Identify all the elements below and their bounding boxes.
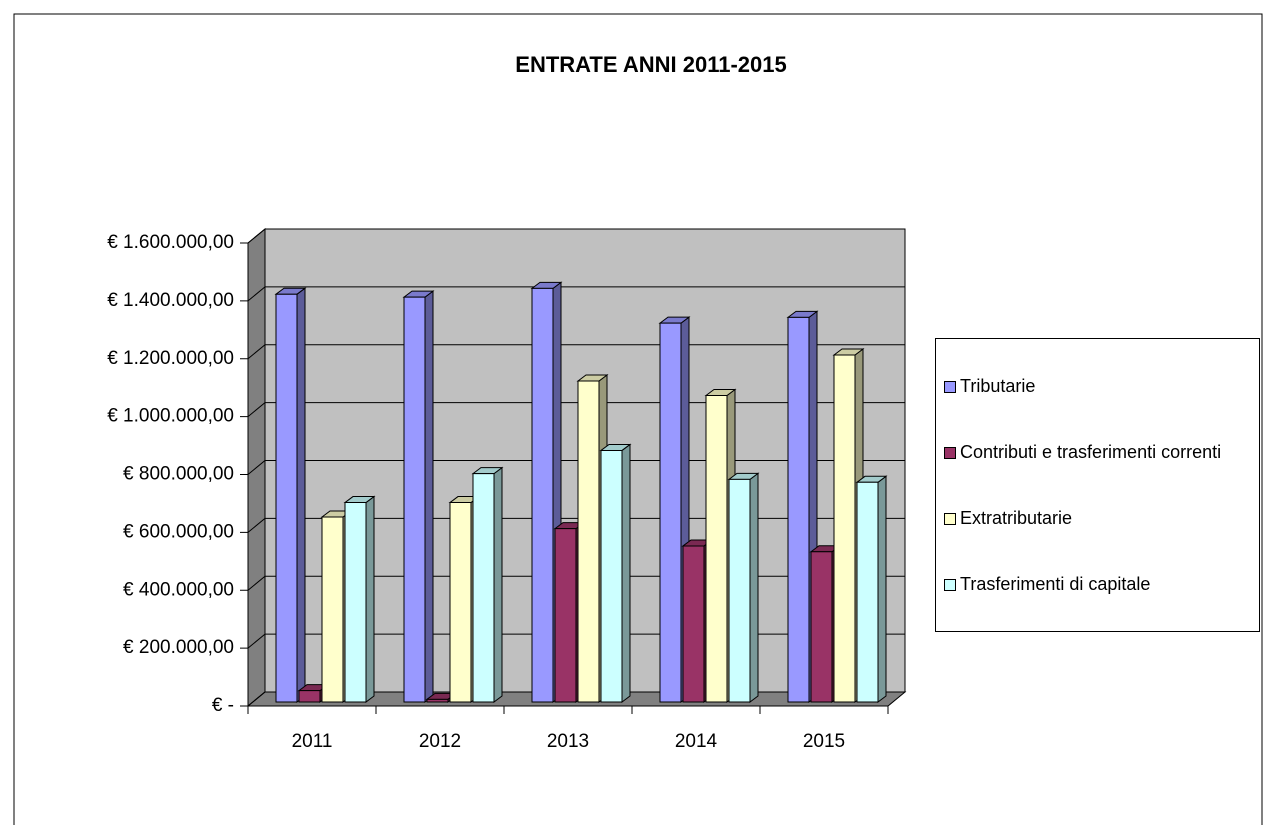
grid-line [247,344,905,360]
legend-label: Trasferimenti di capitale [960,574,1151,594]
legend-swatch [944,381,956,393]
bar [727,472,760,703]
bar-front [577,380,600,703]
legend-item: Tributarie [944,375,1251,397]
legend-item: Trasferimenti di capitale [944,573,1251,595]
bar-front [344,502,367,703]
bar-side [365,495,375,703]
bar-side [749,472,759,703]
bar-front [659,322,682,703]
bar-front [810,551,833,703]
y-tick-label: € 1.000.000,00 [107,406,234,427]
chart-border [13,13,1263,825]
legend-swatch [944,447,956,459]
legend-swatch [944,579,956,591]
grid-line [247,228,905,244]
y-tick-label: € 1.200.000,00 [107,348,234,369]
grid-line [247,460,905,475]
grid-line [247,517,905,533]
bar-front [321,516,344,703]
legend-label: Extratributarie [960,508,1073,528]
bar-front [705,394,728,703]
bar-front [600,449,623,703]
bar-side [493,466,503,703]
y-tick-label: € - [212,695,234,716]
bar-front [856,481,879,703]
bar-side [424,290,434,703]
grid-line [247,402,905,418]
y-tick-label: € 1.600.000,00 [107,232,234,253]
bar [599,443,632,703]
x-tick-label: 2014 [675,731,718,752]
bar [855,475,888,703]
bar-front [275,293,298,703]
x-tick-label: 2015 [803,731,845,752]
grid-line [247,286,905,302]
legend-label: Contributi e trasferimenti correnti [960,442,1222,462]
bar-front [554,528,577,703]
y-tick-label: € 200.000,00 [123,637,234,658]
bar-front [426,698,449,703]
bar [274,287,307,703]
bar-front [531,287,554,703]
legend: Tributarie Contributi e trasferimenti cor… [935,338,1260,632]
bar-side [621,443,631,703]
chart-title: ENTRATE ANNI 2011-2015 [515,52,786,77]
bar-front [787,316,810,703]
bar-front [472,473,495,703]
x-tick-label: 2012 [419,731,461,752]
bar-side [877,475,887,703]
bar-front [833,354,856,703]
bar-front [682,545,705,703]
bar [471,466,504,703]
legend-item: Contributi e trasferimenti correnti [944,441,1251,463]
bar-side [296,287,306,703]
y-tick-label: € 600.000,00 [123,521,234,542]
y-tick-label: € 800.000,00 [123,464,234,485]
bar-front [403,296,426,703]
bar-front [728,478,751,703]
legend-item: Extratributarie [944,507,1251,529]
y-tick-label: € 400.000,00 [123,579,234,600]
y-tick-label: € 1.400.000,00 [107,290,234,311]
bar [402,290,435,703]
legend-label: Tributarie [960,376,1036,396]
x-tick-label: 2013 [547,731,589,752]
x-tick-label: 2011 [292,731,333,752]
bar [343,495,376,703]
bar-front [298,690,321,703]
bar-front [449,502,472,703]
legend-swatch [944,513,956,525]
